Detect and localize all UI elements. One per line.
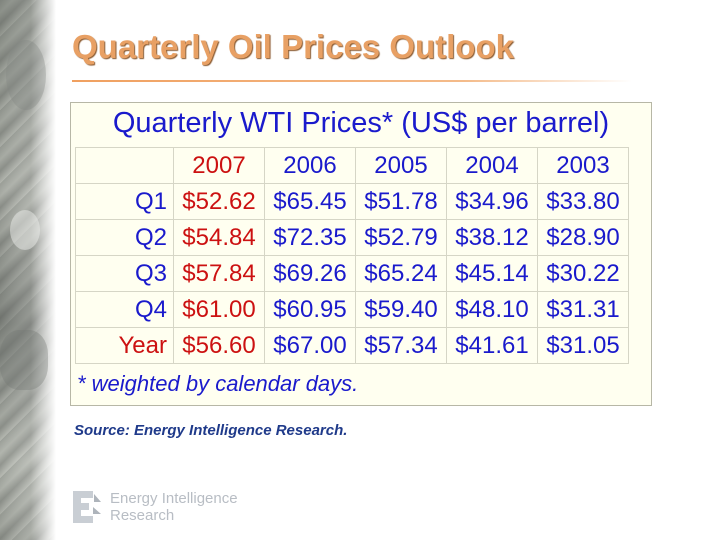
energy-intelligence-logo-icon bbox=[73, 491, 101, 523]
table-row: Q4 $61.00 $60.95 $59.40 $48.10 $31.31 bbox=[75, 291, 629, 328]
table-row: Year $56.60 $67.00 $57.34 $41.61 $31.05 bbox=[75, 327, 629, 364]
column-header-2005: 2005 bbox=[355, 147, 447, 184]
corner-cell bbox=[75, 147, 174, 184]
table-cell: $34.96 bbox=[446, 183, 538, 220]
price-table: 2007 2006 2005 2004 2003 Q1 $52.62 $65.4… bbox=[75, 147, 629, 364]
table-cell: $61.00 bbox=[173, 291, 265, 328]
logo-wordmark: Energy Intelligence Research bbox=[110, 490, 238, 524]
table-header-row: 2007 2006 2005 2004 2003 bbox=[75, 147, 629, 184]
table-cell: $67.00 bbox=[264, 327, 356, 364]
logo-line-2: Research bbox=[110, 507, 175, 524]
table-cell: $48.10 bbox=[446, 291, 538, 328]
row-label: Q3 bbox=[75, 255, 174, 292]
row-label: Q4 bbox=[75, 291, 174, 328]
table-cell: $60.95 bbox=[264, 291, 356, 328]
table-cell: $56.60 bbox=[173, 327, 265, 364]
table-cell: $52.62 bbox=[173, 183, 265, 220]
column-header-2007: 2007 bbox=[173, 147, 265, 184]
column-header-2006: 2006 bbox=[264, 147, 356, 184]
table-row: Q2 $54.84 $72.35 $52.79 $38.12 $28.90 bbox=[75, 219, 629, 256]
table-cell: $41.61 bbox=[446, 327, 538, 364]
table-cell: $52.79 bbox=[355, 219, 447, 256]
column-header-2004: 2004 bbox=[446, 147, 538, 184]
price-table-panel: Quarterly WTI Prices* (US$ per barrel) 2… bbox=[70, 102, 652, 406]
table-cell: $38.12 bbox=[446, 219, 538, 256]
table-cell: $69.26 bbox=[264, 255, 356, 292]
company-logo: Energy Intelligence Research bbox=[72, 490, 238, 524]
slide-title: Quarterly Oil Prices Outlook bbox=[72, 28, 514, 65]
table-row: Q1 $52.62 $65.45 $51.78 $34.96 $33.80 bbox=[75, 183, 629, 220]
row-label: Q1 bbox=[75, 183, 174, 220]
table-cell: $45.14 bbox=[446, 255, 538, 292]
table-cell: $33.80 bbox=[537, 183, 629, 220]
table-cell: $59.40 bbox=[355, 291, 447, 328]
table-cell: $65.24 bbox=[355, 255, 447, 292]
logo-line-1: Energy Intelligence bbox=[110, 490, 238, 507]
row-label: Q2 bbox=[75, 219, 174, 256]
table-cell: $31.31 bbox=[537, 291, 629, 328]
table-cell: $30.22 bbox=[537, 255, 629, 292]
table-cell: $28.90 bbox=[537, 219, 629, 256]
table-footnote: * weighted by calendar days. bbox=[77, 371, 359, 396]
table-cell: $54.84 bbox=[173, 219, 265, 256]
table-row: Q3 $57.84 $69.26 $65.24 $45.14 $30.22 bbox=[75, 255, 629, 292]
table-cell: $51.78 bbox=[355, 183, 447, 220]
row-label: Year bbox=[75, 327, 174, 364]
table-cell: $65.45 bbox=[264, 183, 356, 220]
decorative-photo-strip bbox=[0, 0, 56, 540]
source-note: Source: Energy Intelligence Research. bbox=[74, 422, 348, 439]
table-cell: $72.35 bbox=[264, 219, 356, 256]
title-underline bbox=[72, 80, 632, 82]
table-caption: Quarterly WTI Prices* (US$ per barrel) bbox=[112, 107, 610, 139]
table-cell: $57.84 bbox=[173, 255, 265, 292]
column-header-2003: 2003 bbox=[537, 147, 629, 184]
table-cell: $57.34 bbox=[355, 327, 447, 364]
table-cell: $31.05 bbox=[537, 327, 629, 364]
